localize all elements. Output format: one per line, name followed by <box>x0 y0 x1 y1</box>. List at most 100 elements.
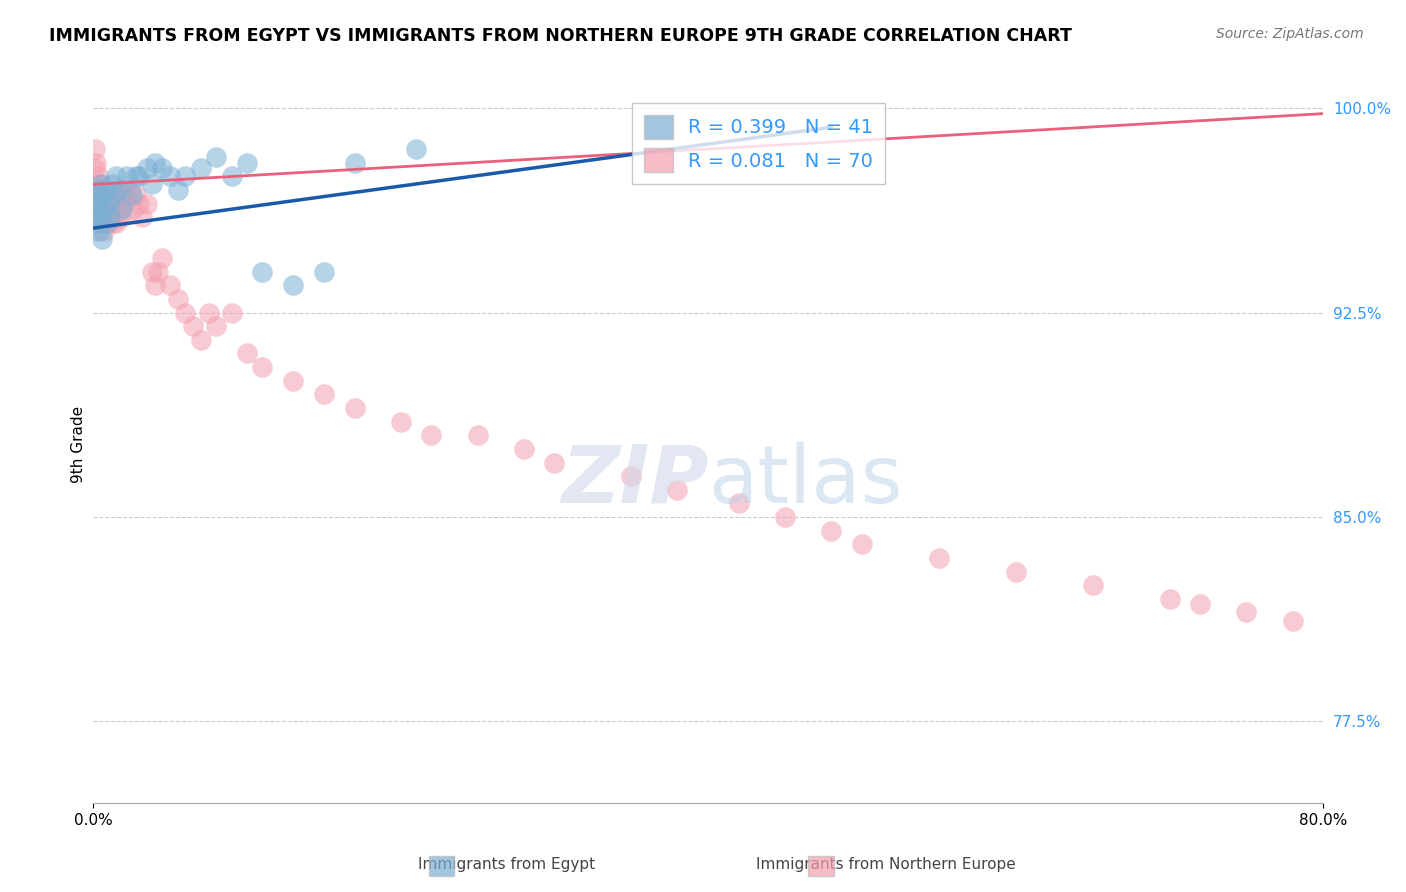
Point <box>728 496 751 510</box>
Text: IMMIGRANTS FROM EGYPT VS IMMIGRANTS FROM NORTHERN EUROPE 9TH GRADE CORRELATION C: IMMIGRANTS FROM EGYPT VS IMMIGRANTS FROM… <box>49 27 1073 45</box>
Y-axis label: 9th Grade: 9th Grade <box>72 406 86 483</box>
Point <box>159 169 181 184</box>
Point <box>343 401 366 415</box>
Point <box>1159 591 1181 606</box>
Point <box>125 169 148 184</box>
Point <box>90 210 112 224</box>
Point <box>97 216 120 230</box>
Point <box>111 210 134 224</box>
Point <box>120 183 142 197</box>
Point <box>110 196 132 211</box>
Point <box>181 319 204 334</box>
Point <box>87 169 110 184</box>
Point <box>174 305 197 319</box>
Point <box>281 278 304 293</box>
Point <box>851 537 873 551</box>
Point <box>236 155 259 169</box>
Point <box>221 169 243 184</box>
Point <box>128 196 150 211</box>
Point <box>122 202 145 216</box>
Point <box>136 196 159 211</box>
Point <box>312 265 335 279</box>
Point <box>93 202 115 216</box>
Point <box>93 196 115 211</box>
Point <box>252 265 274 279</box>
Point <box>84 178 107 192</box>
Point <box>105 169 128 184</box>
Text: Immigrants from Northern Europe: Immigrants from Northern Europe <box>756 857 1015 872</box>
Point <box>543 456 565 470</box>
Point <box>928 550 950 565</box>
Point <box>197 305 219 319</box>
Point <box>96 202 118 216</box>
Point <box>141 178 163 192</box>
Point <box>205 319 228 334</box>
Point <box>150 161 173 175</box>
Point <box>405 142 427 156</box>
Point <box>128 169 150 184</box>
Point <box>174 169 197 184</box>
Point <box>190 161 212 175</box>
Point <box>84 216 107 230</box>
Point <box>820 524 842 538</box>
Point <box>91 232 114 246</box>
Point <box>467 428 489 442</box>
Point <box>1004 565 1026 579</box>
Point <box>107 188 129 202</box>
Point <box>83 210 105 224</box>
Point <box>91 188 114 202</box>
Point <box>84 196 107 211</box>
Point <box>136 161 159 175</box>
Point <box>1234 606 1257 620</box>
Point <box>190 333 212 347</box>
Point <box>620 469 643 483</box>
Point <box>666 483 689 497</box>
Point <box>98 196 121 211</box>
Point <box>93 224 115 238</box>
Point <box>87 202 110 216</box>
Point <box>150 251 173 265</box>
Point <box>252 360 274 375</box>
Point <box>89 178 111 192</box>
Point <box>83 142 105 156</box>
Point <box>101 188 124 202</box>
Text: Source: ZipAtlas.com: Source: ZipAtlas.com <box>1216 27 1364 41</box>
Point <box>108 183 131 197</box>
Point <box>112 183 135 197</box>
Point <box>143 155 166 169</box>
Point <box>89 224 111 238</box>
Point <box>1189 597 1212 611</box>
Point <box>90 210 112 224</box>
Point <box>100 178 122 192</box>
Point <box>159 278 181 293</box>
Point <box>146 265 169 279</box>
Point <box>1281 614 1303 628</box>
Point <box>91 216 114 230</box>
Point <box>84 155 107 169</box>
Text: ZIP: ZIP <box>561 442 709 520</box>
Point <box>115 188 138 202</box>
Point <box>512 442 534 456</box>
Point <box>221 305 243 319</box>
Point <box>125 188 148 202</box>
Point <box>1081 578 1104 592</box>
Legend: R = 0.399   N = 41, R = 0.081   N = 70: R = 0.399 N = 41, R = 0.081 N = 70 <box>631 103 884 184</box>
Point <box>143 278 166 293</box>
Point <box>91 191 114 205</box>
Point <box>389 415 412 429</box>
Point <box>281 374 304 388</box>
Point <box>111 202 134 216</box>
Point <box>90 183 112 197</box>
Point <box>121 188 143 202</box>
Point <box>98 210 121 224</box>
Point <box>166 183 188 197</box>
Point <box>97 196 120 211</box>
Point <box>87 183 110 197</box>
Point <box>90 178 112 192</box>
Point <box>105 216 128 230</box>
Point <box>312 387 335 401</box>
Point <box>115 169 138 184</box>
Point <box>94 183 117 197</box>
Point <box>96 216 118 230</box>
Point <box>108 210 131 224</box>
